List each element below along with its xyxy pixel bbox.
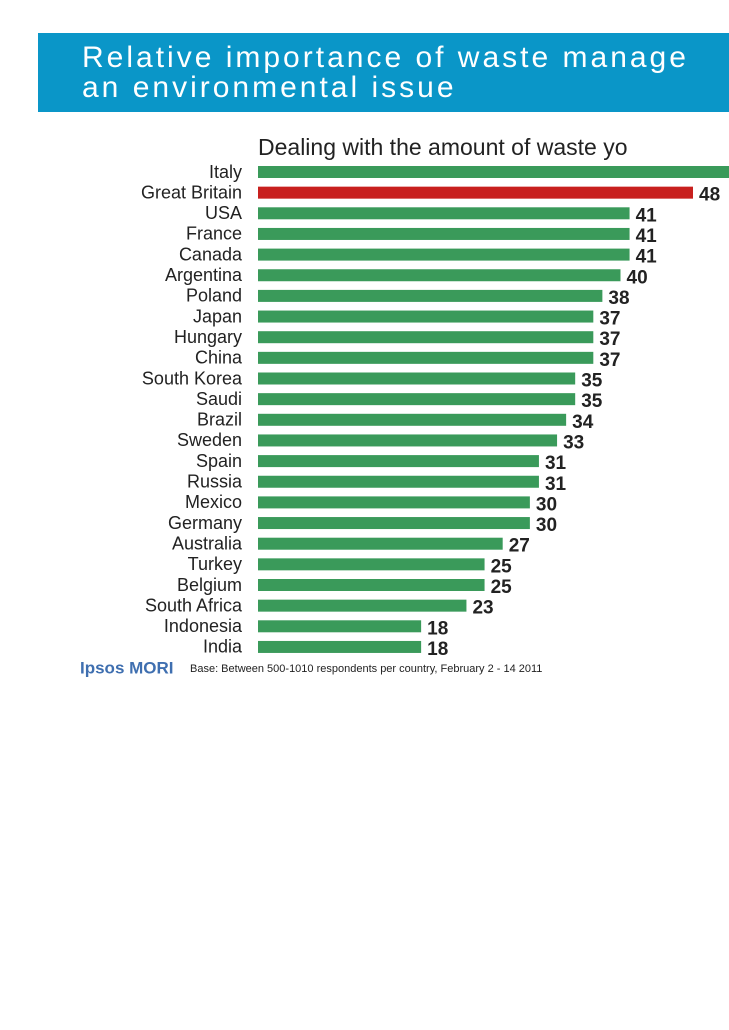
bar: [258, 599, 467, 612]
value-label: 23: [472, 598, 493, 619]
bar: [258, 413, 567, 426]
category-label: China: [195, 348, 243, 368]
value-label: 30: [536, 515, 557, 536]
value-label: 18: [427, 639, 448, 660]
bar: [258, 475, 539, 488]
source-logo: Ipsos MORI: [80, 658, 174, 677]
category-label: Poland: [186, 286, 242, 306]
footnote: Base: Between 500-1010 respondents per c…: [190, 663, 542, 675]
bar: [258, 640, 422, 653]
bar: [258, 537, 503, 550]
value-label: 37: [599, 329, 620, 350]
category-label: Russia: [187, 472, 243, 492]
chart-subtitle: Dealing with the amount of waste yo: [258, 134, 627, 160]
category-label: Italy: [209, 162, 242, 182]
value-label: 41: [636, 205, 658, 226]
category-label: Spain: [196, 451, 242, 471]
value-label: 31: [545, 474, 567, 495]
category-label: Saudi: [196, 389, 242, 409]
value-label: 34: [572, 412, 594, 433]
bar: [258, 517, 530, 530]
category-label: Belgium: [177, 575, 242, 595]
value-label: 41: [636, 247, 658, 268]
bar: [258, 289, 603, 302]
chart-title: an environmental issue: [82, 71, 457, 104]
bar: [258, 351, 594, 364]
bar: [258, 248, 630, 261]
category-label: Mexico: [185, 492, 242, 512]
bar: [258, 620, 422, 633]
value-label: 31: [545, 453, 567, 474]
bar: [258, 496, 530, 509]
category-label: Germany: [168, 513, 242, 533]
value-label: 30: [536, 494, 557, 515]
category-label: Canada: [179, 244, 243, 264]
bar: [258, 434, 558, 447]
category-label: Australia: [172, 533, 243, 553]
value-label: 25: [491, 556, 513, 577]
category-label: Sweden: [177, 430, 242, 450]
bar: [258, 579, 485, 591]
category-label: Hungary: [174, 327, 242, 347]
title-band: [38, 33, 729, 112]
category-label: Japan: [193, 306, 242, 326]
bar: [258, 207, 630, 220]
category-label: Argentina: [165, 265, 243, 285]
value-label: 25: [491, 577, 513, 598]
value-label: 41: [636, 226, 658, 247]
bar: [258, 393, 576, 406]
value-label: 27: [509, 536, 530, 557]
category-label: India: [203, 637, 243, 657]
category-label: Brazil: [197, 410, 242, 430]
category-label: France: [186, 224, 242, 244]
bar: [258, 455, 539, 468]
value-label: 40: [627, 267, 648, 288]
category-label: Indonesia: [164, 616, 243, 636]
chart-title: Relative importance of waste manage: [82, 41, 689, 74]
value-label: 35: [581, 391, 603, 412]
value-label: 33: [563, 432, 584, 453]
category-label: Turkey: [188, 554, 242, 574]
bar: [258, 558, 485, 571]
bar: [258, 331, 594, 344]
bar: [258, 186, 693, 199]
bar: [258, 269, 621, 282]
bar: [258, 227, 630, 240]
value-label: 48: [699, 185, 720, 206]
value-label: 37: [599, 350, 620, 371]
value-label: 38: [608, 288, 629, 309]
bar: [258, 372, 576, 385]
value-label: 35: [581, 371, 603, 392]
bar: [258, 166, 729, 178]
bar: [258, 310, 594, 323]
value-label: 18: [427, 618, 448, 639]
category-label: USA: [205, 203, 242, 223]
category-label: South Africa: [145, 595, 243, 615]
category-label: Great Britain: [141, 182, 242, 202]
value-label: 37: [599, 309, 620, 330]
category-label: South Korea: [142, 368, 243, 388]
